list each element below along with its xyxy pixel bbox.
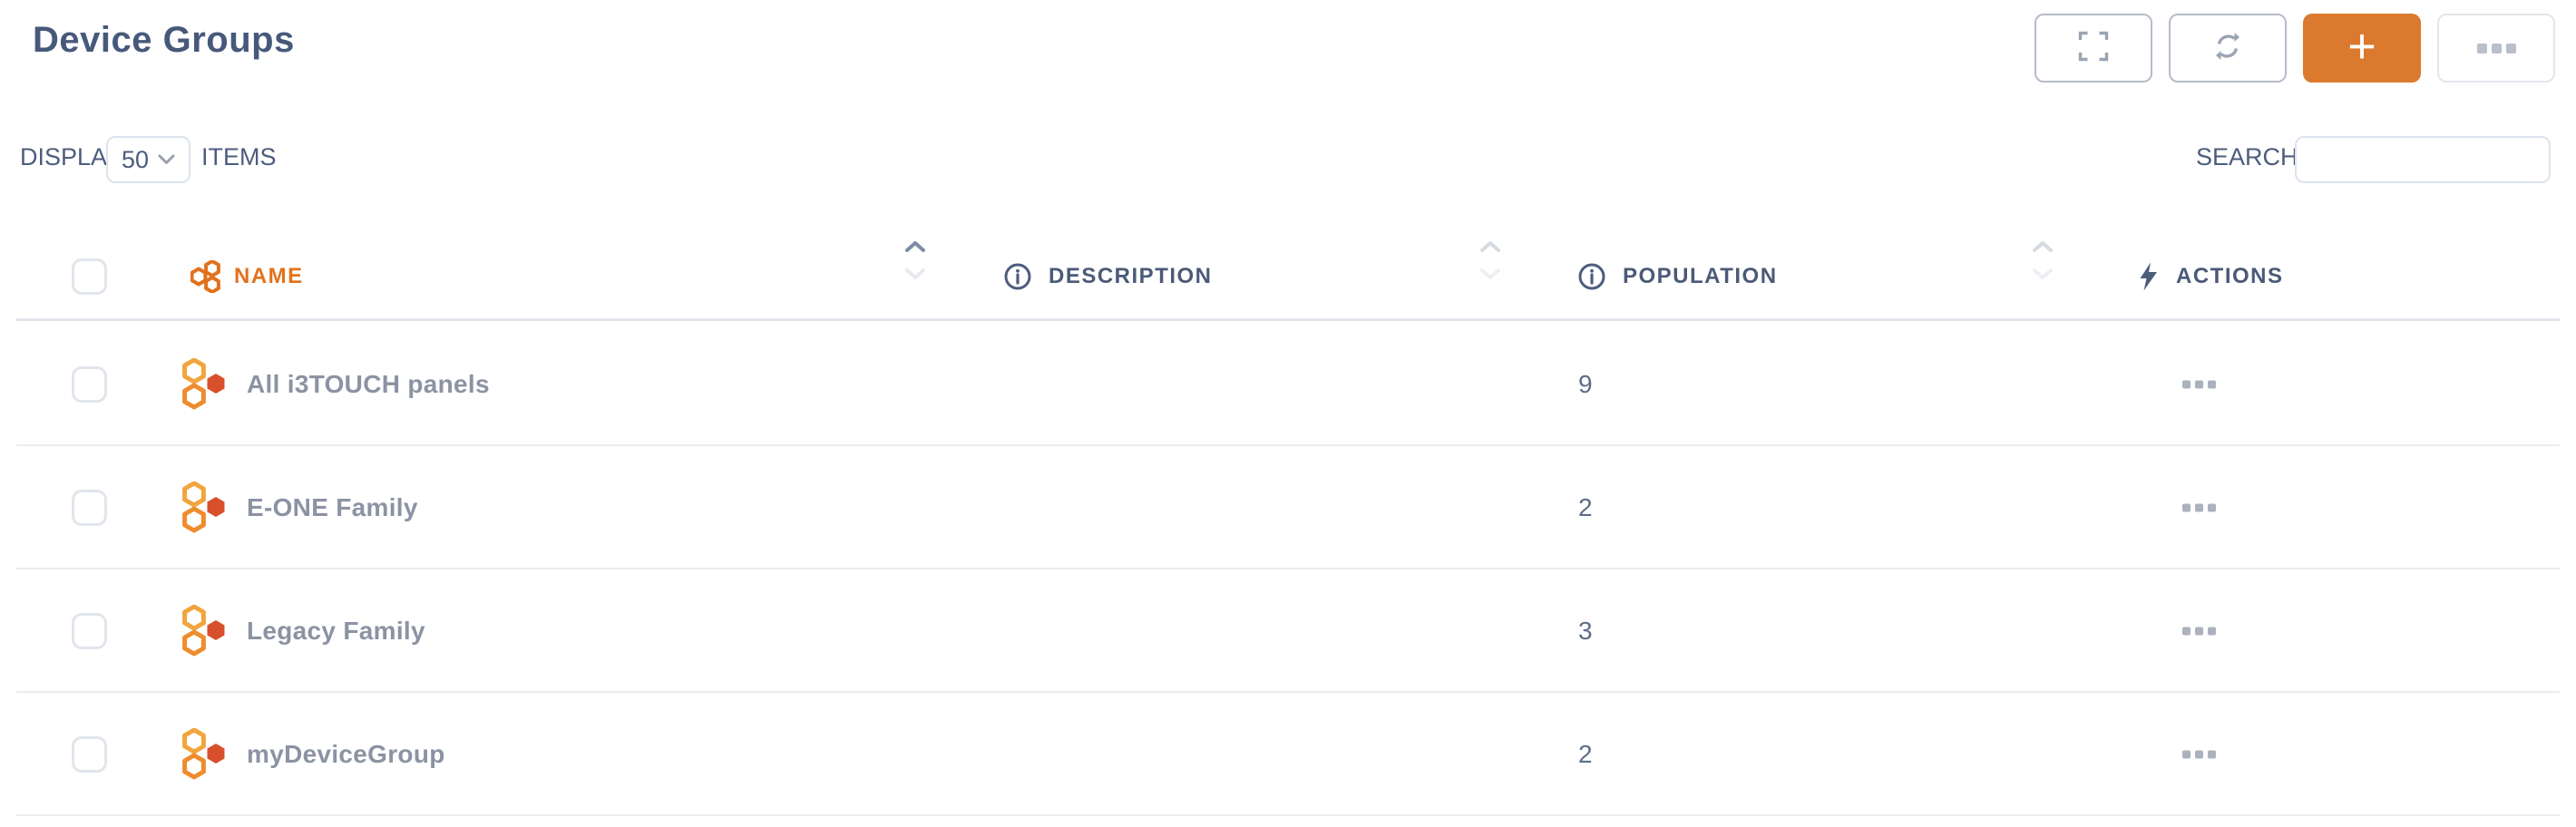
search-input[interactable] bbox=[2295, 136, 2551, 183]
toolbar: + bbox=[2034, 14, 2555, 83]
refresh-button[interactable] bbox=[2169, 14, 2287, 83]
device-group-icon bbox=[182, 605, 225, 657]
sort-arrows-description bbox=[1480, 241, 1500, 279]
column-label-actions: ACTIONS bbox=[2176, 264, 2284, 288]
group-population: 2 bbox=[1578, 493, 1593, 521]
row-actions-button[interactable] bbox=[2182, 503, 2216, 512]
sort-down-icon bbox=[905, 268, 925, 279]
device-group-icon bbox=[182, 728, 225, 780]
add-button[interactable]: + bbox=[2303, 14, 2421, 83]
sort-arrows-population bbox=[2033, 241, 2053, 279]
column-header-actions: ACTIONS bbox=[2138, 262, 2284, 291]
fullscreen-button[interactable] bbox=[2034, 14, 2152, 83]
hexagon-group-icon bbox=[190, 260, 220, 293]
info-icon bbox=[1578, 263, 1605, 290]
row-actions-button[interactable] bbox=[2182, 380, 2216, 389]
group-name[interactable]: Legacy Family bbox=[247, 617, 425, 645]
group-population: 9 bbox=[1578, 370, 1593, 398]
row-actions-button[interactable] bbox=[2182, 627, 2216, 636]
table-body: All i3TOUCH panels 9 E-ONE Family 2 Lega… bbox=[0, 323, 2576, 816]
lightning-icon bbox=[2140, 262, 2157, 291]
row-checkbox[interactable] bbox=[72, 736, 107, 773]
row-actions-button[interactable] bbox=[2182, 750, 2216, 759]
sort-up-icon bbox=[1480, 241, 1500, 252]
ellipsis-icon bbox=[2476, 43, 2516, 54]
table-header: NAME DESCRIPTION POPULATION bbox=[0, 232, 2576, 321]
group-population: 2 bbox=[1578, 740, 1593, 768]
sort-down-icon bbox=[2033, 268, 2053, 279]
items-label: ITEMS bbox=[201, 143, 277, 170]
row-checkbox[interactable] bbox=[72, 490, 107, 526]
select-all-checkbox[interactable] bbox=[72, 258, 107, 295]
group-population: 3 bbox=[1578, 617, 1593, 645]
column-label-population: POPULATION bbox=[1623, 264, 1778, 288]
page-size-value: 50 bbox=[121, 145, 150, 173]
column-label-description: DESCRIPTION bbox=[1049, 264, 1213, 288]
plus-icon: + bbox=[2347, 19, 2376, 73]
table-row: E-ONE Family 2 bbox=[0, 446, 2576, 569]
row-checkbox[interactable] bbox=[72, 613, 107, 649]
search-label: SEARCH: bbox=[2196, 143, 2306, 170]
table-row: Legacy Family 3 bbox=[0, 569, 2576, 693]
sort-up-icon bbox=[2033, 241, 2053, 252]
refresh-icon bbox=[2212, 31, 2243, 66]
column-header-description[interactable]: DESCRIPTION bbox=[1003, 262, 1213, 291]
table-row: All i3TOUCH panels 9 bbox=[0, 323, 2576, 446]
group-name[interactable]: All i3TOUCH panels bbox=[247, 370, 490, 398]
table-row: myDeviceGroup 2 bbox=[0, 693, 2576, 816]
column-label-name: NAME bbox=[234, 264, 304, 288]
column-header-name[interactable]: NAME bbox=[190, 260, 304, 293]
more-button[interactable] bbox=[2437, 14, 2555, 83]
sort-arrows-name bbox=[905, 241, 925, 279]
row-checkbox[interactable] bbox=[72, 366, 107, 403]
group-name[interactable]: myDeviceGroup bbox=[247, 740, 445, 768]
info-icon bbox=[1004, 263, 1031, 290]
column-header-population[interactable]: POPULATION bbox=[1577, 262, 1778, 291]
device-group-icon bbox=[182, 482, 225, 533]
device-group-icon bbox=[182, 358, 225, 410]
fullscreen-icon bbox=[2078, 31, 2109, 66]
sort-up-icon bbox=[905, 241, 925, 252]
chevron-down-icon bbox=[158, 154, 175, 164]
group-name[interactable]: E-ONE Family bbox=[247, 493, 418, 521]
display-label: DISPLAY bbox=[20, 143, 122, 170]
page-size-select[interactable]: 50 bbox=[106, 136, 190, 183]
sort-down-icon bbox=[1480, 268, 1500, 279]
page-title: Device Groups bbox=[33, 20, 295, 60]
